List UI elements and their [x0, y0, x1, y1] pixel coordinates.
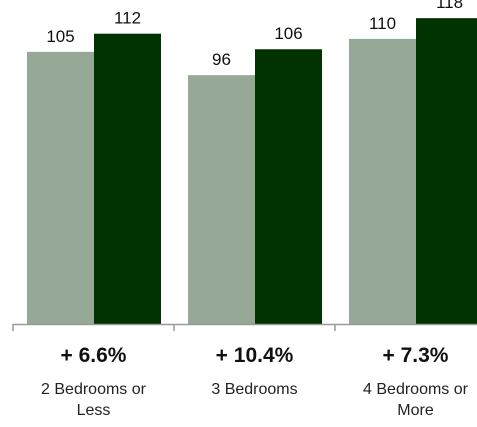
value-label-2-series-2: 106	[274, 24, 302, 43]
value-label-1-series-2: 112	[114, 9, 141, 28]
value-label-1-series-1: 105	[46, 27, 74, 46]
value-label-3-series-2: 118	[436, 0, 463, 12]
bars-layer	[27, 18, 477, 325]
bar-3-series-2	[416, 18, 477, 324]
percent-change-label-2: + 10.4%	[216, 344, 294, 367]
labels-layer: 105 112 + 6.6% 2 Bedrooms or Less 96 106 + 10.4…	[41, 0, 469, 419]
value-label-3-series-1: 110	[369, 14, 396, 33]
category-label-1-line-2: Less	[77, 402, 111, 419]
value-label-2-series-1: 96	[212, 50, 231, 69]
bar-2-series-1	[188, 75, 255, 324]
bar-2-series-2	[255, 49, 322, 325]
category-label-3-line-1: 4 Bedrooms or	[363, 381, 469, 398]
bar-1-series-1	[27, 51, 94, 325]
category-label-2: 3 Bedrooms	[211, 381, 297, 398]
percent-change-label-3: + 7.3%	[383, 344, 449, 367]
category-label-1-line-1: 2 Bedrooms or	[41, 381, 147, 398]
bar-1-series-2	[94, 33, 161, 325]
percent-change-label-1: + 6.6%	[61, 344, 127, 367]
bar-3-series-1	[349, 38, 416, 324]
x-axis	[12, 323, 477, 331]
category-label-3-line-2: More	[397, 402, 434, 419]
